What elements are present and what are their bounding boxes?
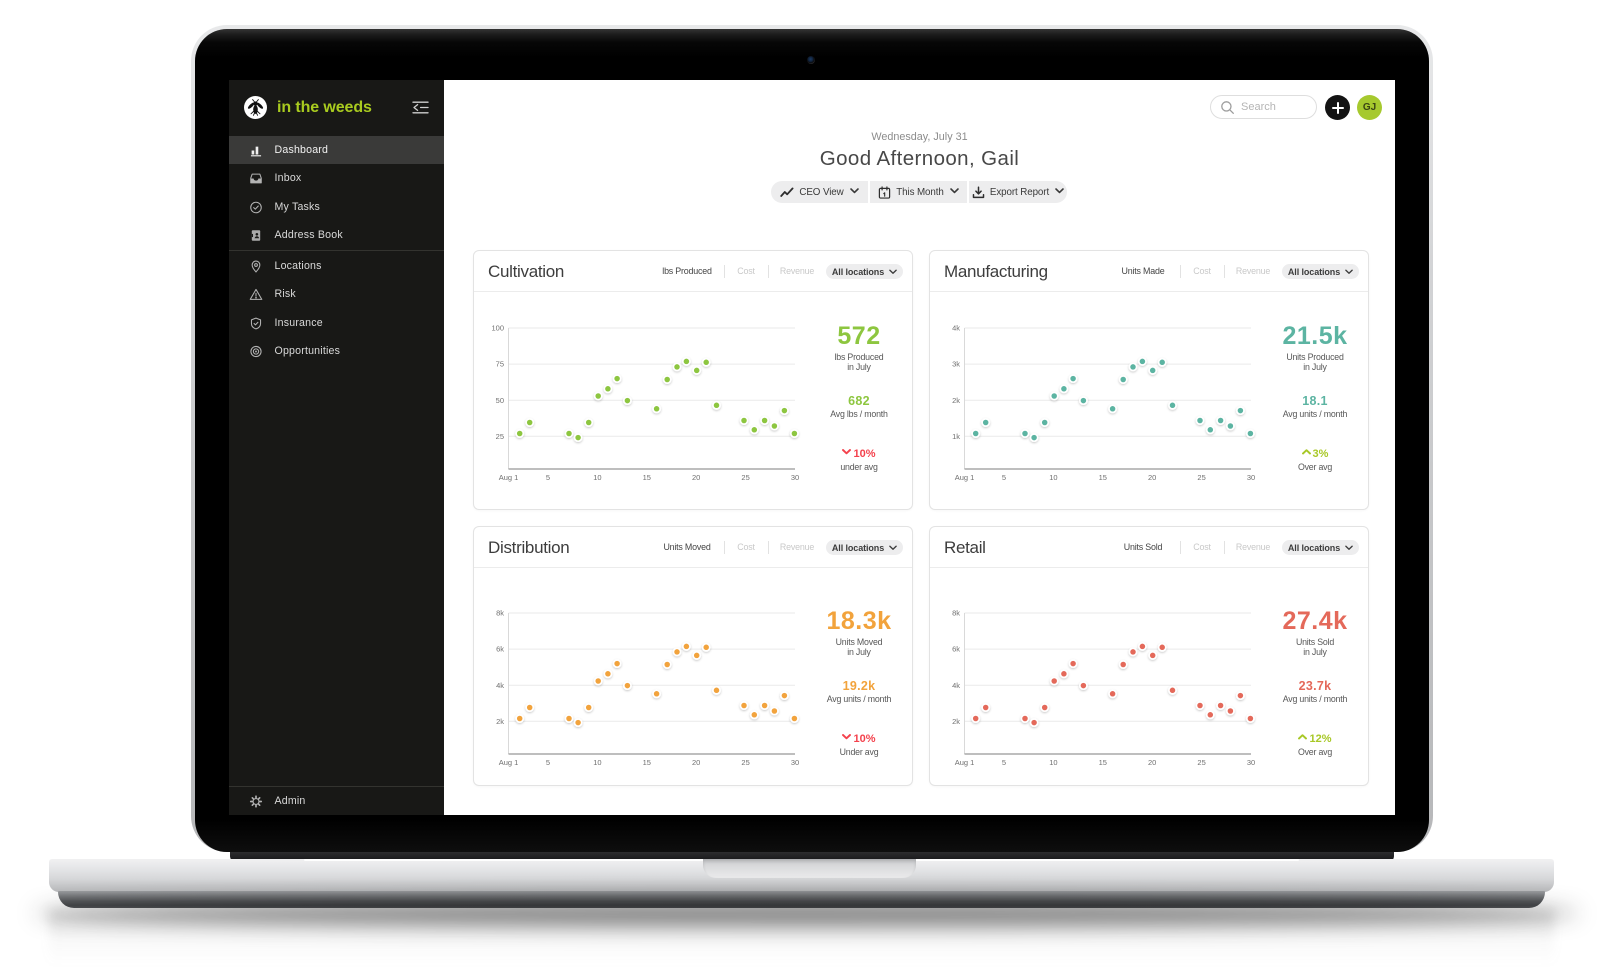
svg-text:20: 20 (1148, 758, 1156, 767)
svg-text:2k: 2k (952, 396, 960, 405)
svg-text:6k: 6k (952, 645, 960, 654)
svg-text:25: 25 (496, 432, 504, 441)
svg-text:30: 30 (791, 473, 799, 482)
svg-text:Aug 1: Aug 1 (499, 758, 519, 767)
svg-text:25: 25 (741, 758, 749, 767)
svg-text:30: 30 (1247, 758, 1255, 767)
svg-text:15: 15 (1099, 473, 1107, 482)
svg-text:10: 10 (593, 758, 601, 767)
svg-text:4k: 4k (496, 681, 504, 690)
svg-text:2k: 2k (496, 717, 504, 726)
svg-text:Aug 1: Aug 1 (955, 758, 975, 767)
svg-text:25: 25 (1197, 758, 1205, 767)
svg-text:25: 25 (741, 473, 749, 482)
svg-text:5: 5 (546, 473, 550, 482)
svg-text:100: 100 (491, 324, 504, 333)
svg-text:20: 20 (692, 473, 700, 482)
svg-text:50: 50 (496, 396, 504, 405)
svg-text:15: 15 (643, 473, 651, 482)
svg-text:10: 10 (1049, 758, 1057, 767)
svg-text:Aug 1: Aug 1 (955, 473, 975, 482)
svg-text:20: 20 (1148, 473, 1156, 482)
svg-text:4k: 4k (952, 324, 960, 333)
svg-text:15: 15 (643, 758, 651, 767)
svg-text:8k: 8k (952, 609, 960, 618)
svg-text:4k: 4k (952, 681, 960, 690)
svg-text:Aug 1: Aug 1 (499, 473, 519, 482)
svg-text:75: 75 (496, 360, 504, 369)
svg-text:8k: 8k (496, 609, 504, 618)
svg-text:10: 10 (593, 473, 601, 482)
svg-text:10: 10 (1049, 473, 1057, 482)
svg-text:20: 20 (692, 758, 700, 767)
svg-text:15: 15 (1099, 758, 1107, 767)
svg-text:5: 5 (546, 758, 550, 767)
svg-text:30: 30 (791, 758, 799, 767)
svg-text:6k: 6k (496, 645, 504, 654)
svg-text:2k: 2k (952, 717, 960, 726)
svg-text:5: 5 (1002, 473, 1006, 482)
svg-text:3k: 3k (952, 360, 960, 369)
svg-text:30: 30 (1247, 473, 1255, 482)
svg-text:5: 5 (1002, 758, 1006, 767)
svg-text:25: 25 (1197, 473, 1205, 482)
svg-text:1k: 1k (952, 432, 960, 441)
